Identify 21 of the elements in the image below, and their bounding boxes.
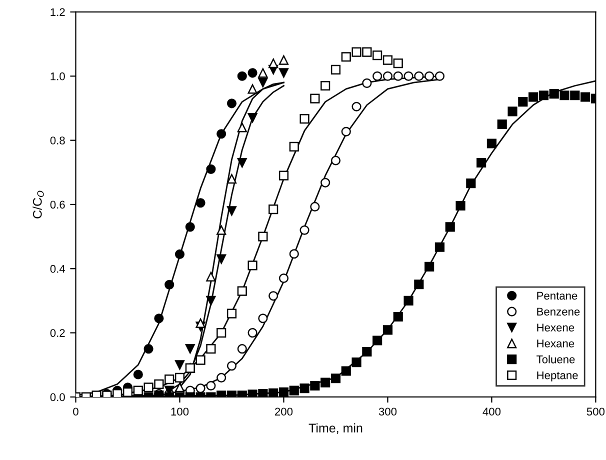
legend-label: Hexane bbox=[537, 340, 574, 348]
x-tick-label: 0 bbox=[73, 408, 78, 416]
x-axis-title: Time, min bbox=[308, 423, 362, 434]
x-tick-label: 100 bbox=[171, 408, 189, 416]
legend-label: Benzene bbox=[537, 308, 580, 316]
x-tick-label: 300 bbox=[378, 408, 397, 416]
legend-label: Heptane bbox=[537, 371, 578, 382]
y-tick-label: 0.0 bbox=[50, 393, 65, 402]
x-tick-label: 400 bbox=[482, 408, 501, 416]
y-tick-label: 0.8 bbox=[50, 136, 65, 144]
y-tick-label: 1.0 bbox=[50, 72, 65, 80]
legend-label: Hexene bbox=[537, 324, 574, 332]
y-axis-title: C/C$_{O}$ bbox=[32, 190, 44, 218]
y-tick-label: 0.6 bbox=[50, 200, 65, 209]
x-tick-label: 500 bbox=[586, 408, 605, 416]
legend-label: Pentane bbox=[537, 292, 578, 300]
legend-label: Toluene bbox=[536, 355, 575, 364]
x-tick-label: 200 bbox=[275, 408, 293, 416]
y-tick-label: 1.2 bbox=[50, 8, 65, 16]
y-tick-label: 0.4 bbox=[50, 264, 66, 273]
y-tick-label: 0.2 bbox=[50, 329, 65, 337]
